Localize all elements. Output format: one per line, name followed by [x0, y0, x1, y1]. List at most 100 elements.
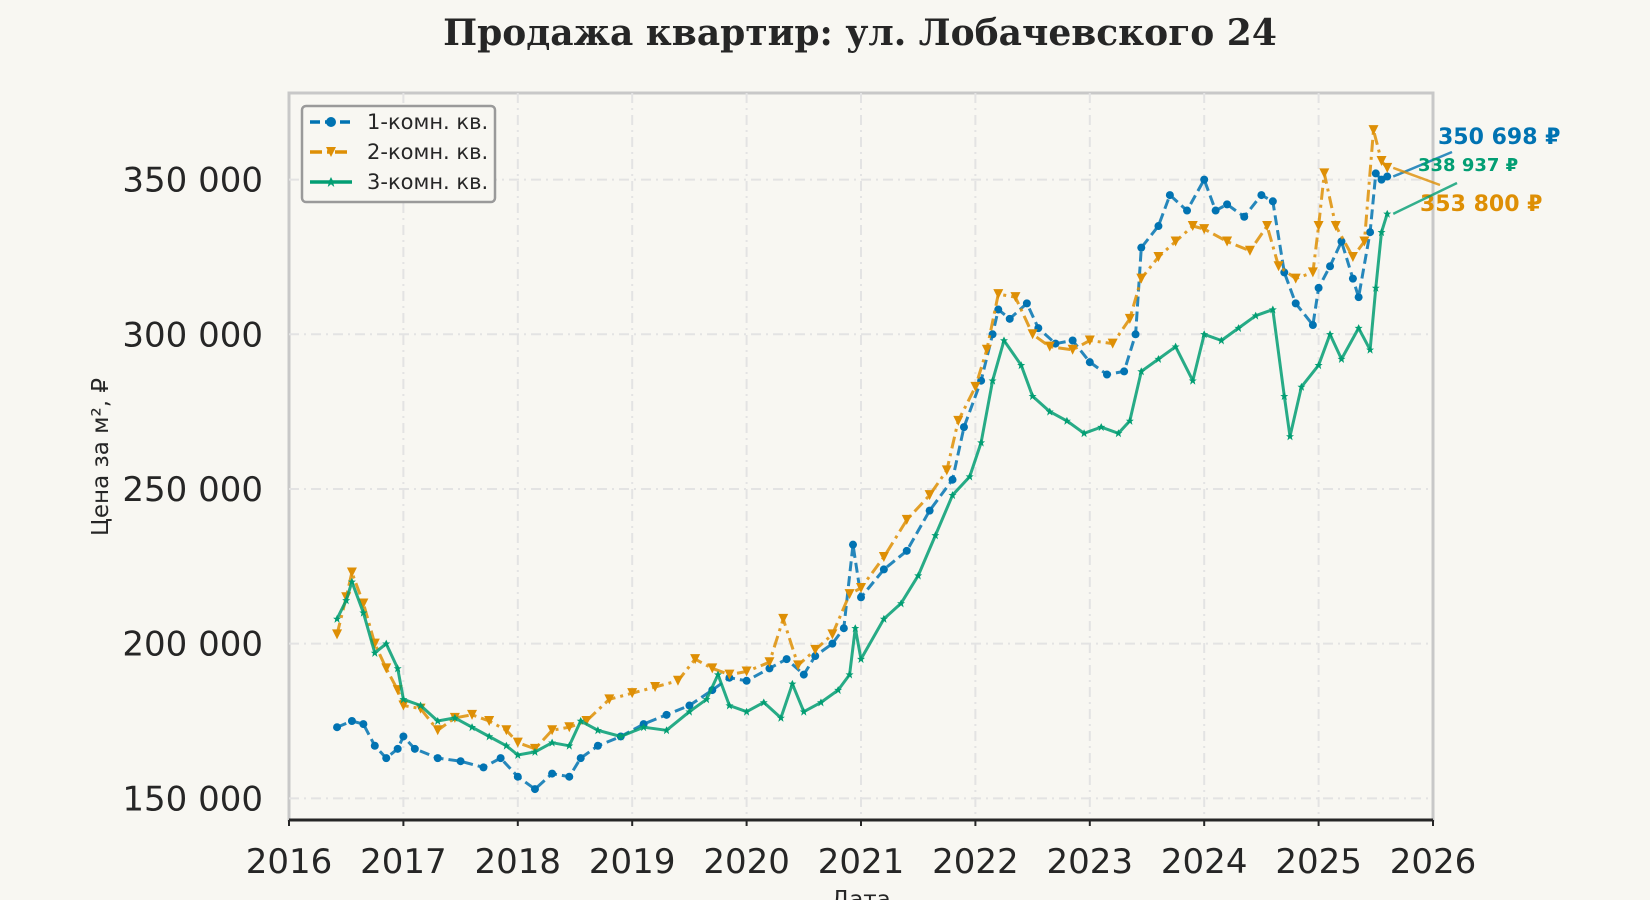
data-point: [901, 514, 912, 525]
data-point: [1136, 273, 1147, 284]
series-3: [333, 209, 1392, 760]
data-point: [1211, 206, 1220, 215]
end-label: 338 937 ₽: [1418, 155, 1518, 176]
data-point: [844, 589, 855, 600]
x-tick-label: 2022: [932, 842, 1019, 882]
data-point: [1068, 336, 1077, 345]
series-line: [335, 213, 1389, 757]
data-point: [358, 598, 369, 609]
data-point: [1273, 261, 1284, 272]
data-point: [1051, 339, 1060, 348]
data-point: [1217, 336, 1226, 345]
data-point: [347, 717, 356, 726]
data-point: [902, 546, 911, 555]
x-tick-label: 2024: [1161, 842, 1248, 882]
data-point: [530, 785, 539, 794]
x-tick-label: 2017: [360, 842, 447, 882]
data-point: [1223, 200, 1232, 209]
data-point: [839, 624, 848, 633]
data-point: [848, 540, 857, 549]
data-point: [799, 707, 808, 716]
data-point: [1171, 342, 1180, 351]
data-point: [1187, 221, 1198, 232]
data-point: [410, 744, 419, 753]
data-point: [616, 732, 625, 741]
data-point: [1291, 299, 1300, 308]
legend: 1-комн. кв. 2-комн. кв. 3-комн. кв.: [300, 104, 497, 204]
data-point: [707, 663, 718, 674]
data-point: [1368, 125, 1379, 136]
data-point: [1244, 245, 1255, 256]
data-point: [1268, 197, 1277, 206]
x-tick-label: 2016: [246, 842, 333, 882]
data-point: [1188, 376, 1197, 385]
data-point: [690, 654, 701, 665]
data-point: [512, 737, 523, 748]
data-point: [565, 772, 574, 781]
data-point: [776, 713, 785, 722]
data-point: [393, 744, 402, 753]
data-point: [1200, 330, 1209, 339]
data-point: [1107, 338, 1118, 349]
legend-box: [300, 104, 497, 204]
data-point: [1383, 209, 1392, 218]
data-point: [1314, 283, 1323, 292]
data-point: [333, 723, 342, 732]
data-point: [1326, 330, 1335, 339]
data-point: [502, 741, 511, 750]
data-point: [399, 695, 408, 704]
data-point: [672, 675, 683, 686]
data-point: [1137, 243, 1146, 252]
data-point: [981, 344, 992, 355]
data-point: [948, 475, 957, 484]
data-point: [827, 629, 838, 640]
y-tick-label: 300 000: [122, 315, 263, 355]
data-point: [1131, 330, 1140, 339]
data-point: [1084, 335, 1095, 346]
grid-lines: [289, 93, 1433, 820]
data-point: [456, 757, 465, 766]
data-point: [1028, 392, 1037, 401]
data-point: [576, 754, 585, 763]
data-point: [931, 531, 940, 540]
data-point: [857, 593, 865, 602]
series-2: [332, 125, 1393, 754]
data-point: [1354, 293, 1363, 302]
series-line: [336, 171, 1388, 791]
legend-label: 2-комн. кв.: [367, 140, 488, 164]
data-point: [714, 670, 722, 679]
x-tick-label: 2018: [475, 842, 562, 882]
data-point: [433, 754, 442, 763]
data-point: [810, 644, 821, 655]
legend-label: 1-комн. кв.: [367, 110, 488, 134]
data-point: [1125, 416, 1134, 425]
data-point: [1366, 345, 1375, 354]
data-point: [948, 491, 957, 500]
data-point: [1022, 299, 1031, 308]
data-point: [1308, 321, 1317, 330]
data-point: [1359, 236, 1370, 247]
data-point: [725, 701, 734, 710]
data-point: [1199, 224, 1210, 235]
data-point: [1280, 392, 1289, 401]
data-point: [994, 305, 1003, 314]
legend-items: 1-комн. кв. 2-комн. кв. 3-комн. кв.: [310, 110, 488, 194]
end-label-arrow: [1392, 181, 1458, 215]
data-point: [1251, 311, 1260, 320]
data-point: [965, 472, 974, 481]
data-point: [834, 686, 843, 695]
x-tick-label: 2023: [1047, 842, 1134, 882]
data-point: [685, 707, 694, 716]
data-point: [382, 754, 391, 763]
series-line: [335, 128, 1389, 751]
data-point: [845, 670, 854, 679]
data-point: [879, 565, 888, 574]
data-point: [639, 723, 648, 732]
end-label-arrow: [1392, 166, 1441, 187]
data-point: [370, 741, 379, 750]
data-point: [1000, 336, 1008, 345]
data-point: [604, 694, 615, 705]
end-label: 350 698 ₽: [1438, 125, 1560, 150]
data-point: [1234, 324, 1243, 333]
